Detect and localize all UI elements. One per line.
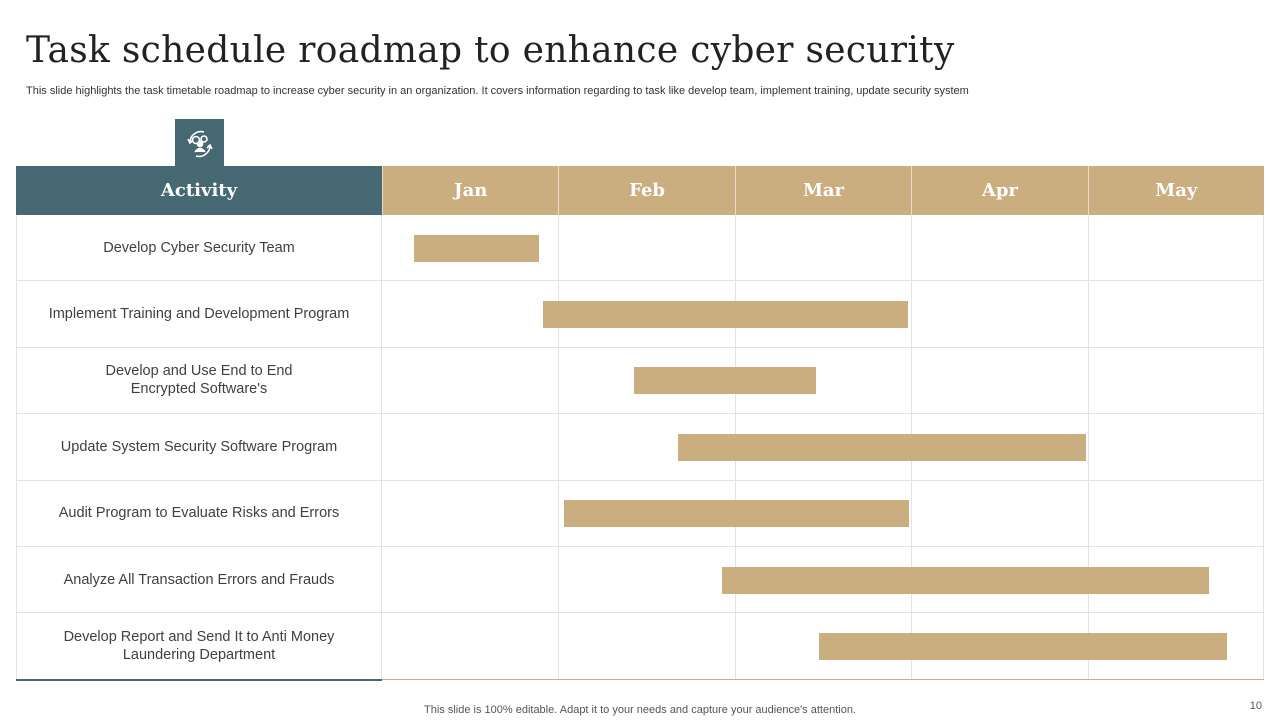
table-row: Develop Cyber Security Team [16, 215, 1264, 282]
header-activity: Activity [16, 166, 382, 215]
activity-label: Implement Training and Development Progr… [16, 281, 382, 347]
footer-note: This slide is 100% editable. Adapt it to… [424, 704, 856, 716]
table-row: Analyze All Transaction Errors and Fraud… [16, 547, 1264, 614]
table-row: Update System Security Software Program [16, 414, 1264, 481]
header-month-mar: Mar [734, 166, 912, 215]
timeline-bar [542, 301, 908, 329]
grid-line [1263, 215, 1264, 680]
timeline-bar [678, 433, 1086, 461]
table-row: Develop Report and Send It to Anti Money… [16, 613, 1264, 680]
timeline-bar [722, 566, 1210, 594]
timeline-bar [819, 633, 1227, 661]
grid-line [558, 215, 560, 680]
activity-label: Update System Security Software Program [16, 414, 382, 480]
table-row: Implement Training and Development Progr… [16, 281, 1264, 348]
activity-label: Develop Cyber Security Team [16, 215, 382, 281]
timeline-bar [413, 234, 539, 262]
activity-label: Analyze All Transaction Errors and Fraud… [16, 547, 382, 613]
slide-subtitle: This slide highlights the task timetable… [26, 85, 969, 97]
divider [16, 679, 382, 681]
header-month-may: May [1087, 166, 1264, 215]
page-number: 10 [1249, 700, 1262, 712]
activity-label: Audit Program to Evaluate Risks and Erro… [16, 480, 382, 546]
divider [382, 679, 1264, 680]
slide-title: Task schedule roadmap to enhance cyber s… [26, 30, 955, 71]
header-month-apr: Apr [911, 166, 1088, 215]
activity-label: Develop and Use End to End Encrypted Sof… [16, 347, 382, 414]
table-row: Audit Program to Evaluate Risks and Erro… [16, 480, 1264, 547]
grid-line [1087, 215, 1089, 680]
roadmap-table: Activity Jan Feb Mar Apr May Develop Cyber S… [16, 166, 1264, 680]
table-row: Develop and Use End to End Encrypted Sof… [16, 347, 1264, 415]
timeline-bar [634, 367, 816, 395]
header-month-jan: Jan [382, 166, 559, 215]
team-gear-cycle-icon [174, 118, 225, 169]
activity-label: Develop Report and Send It to Anti Money… [16, 613, 382, 679]
header-month-feb: Feb [558, 166, 735, 215]
timeline-bar [563, 500, 910, 528]
